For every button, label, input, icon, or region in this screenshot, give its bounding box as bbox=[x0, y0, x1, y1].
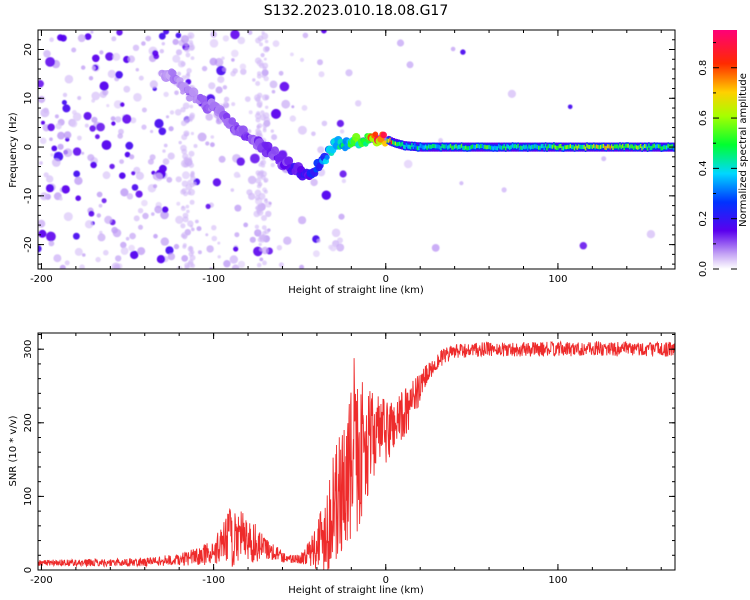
colorbar-tick-label: 0.6 bbox=[698, 110, 709, 126]
snr-ylabel: SNR (10 * v/v) bbox=[8, 415, 19, 486]
y-tick-label: 0 bbox=[23, 567, 34, 573]
colorbar-ticks: 0.0 0.2 0.4 0.6 0.8 bbox=[698, 42, 737, 277]
snr-series-line bbox=[38, 340, 675, 570]
x-tick-label: 0 bbox=[383, 575, 389, 586]
y-tick-label: 0 bbox=[23, 144, 34, 150]
snr-panel: -200 -100 0 100 0 100 200 300 Height of straigh… bbox=[8, 332, 676, 596]
snr-xlabel: Height of straight line (km) bbox=[288, 585, 424, 596]
colorbar-tick-label: 0.2 bbox=[698, 211, 709, 227]
spectrogram-xlabel: Height of straight line (km) bbox=[288, 285, 424, 296]
x-tick-label: 100 bbox=[548, 575, 567, 586]
colorbar-gradient bbox=[713, 30, 737, 269]
colorbar-tick-label: 0.0 bbox=[698, 261, 709, 277]
y-tick-label: 10 bbox=[23, 92, 34, 105]
colorbar-tick-label: 0.8 bbox=[698, 60, 709, 76]
colorbar-label: Normalized spectral amplitude bbox=[738, 73, 749, 227]
snr-frame bbox=[37, 332, 676, 571]
x-tick-label: -200 bbox=[30, 274, 53, 285]
spectrogram-frame bbox=[37, 29, 676, 270]
colorbar-tick-label: 0.4 bbox=[698, 160, 709, 176]
x-tick-label: 0 bbox=[383, 274, 389, 285]
y-tick-label: 100 bbox=[23, 487, 34, 506]
x-tick-label: 100 bbox=[548, 274, 567, 285]
spectrogram-noise-blobs bbox=[38, 30, 656, 269]
figure-title: S132.2023.010.18.08.G17 bbox=[264, 3, 449, 19]
spectrogram-ylabel: Frequency (Hz) bbox=[8, 112, 19, 188]
y-tick-label: 20 bbox=[23, 43, 34, 56]
y-tick-label: 200 bbox=[23, 413, 34, 432]
colorbar: 0.0 0.2 0.4 0.6 0.8 Normalized spectral ampl… bbox=[698, 30, 749, 277]
spectrogram-ridge bbox=[158, 68, 675, 181]
y-tick-label: 300 bbox=[23, 340, 34, 359]
x-tick-label: -100 bbox=[202, 575, 225, 586]
y-tick-label: -20 bbox=[23, 236, 34, 252]
y-tick-label: -10 bbox=[23, 188, 34, 204]
x-tick-label: -200 bbox=[30, 575, 53, 586]
snr-ticks: -200 -100 0 100 0 100 200 300 bbox=[23, 333, 675, 586]
x-tick-label: -100 bbox=[202, 274, 225, 285]
spectrogram-heatmap bbox=[38, 30, 675, 269]
